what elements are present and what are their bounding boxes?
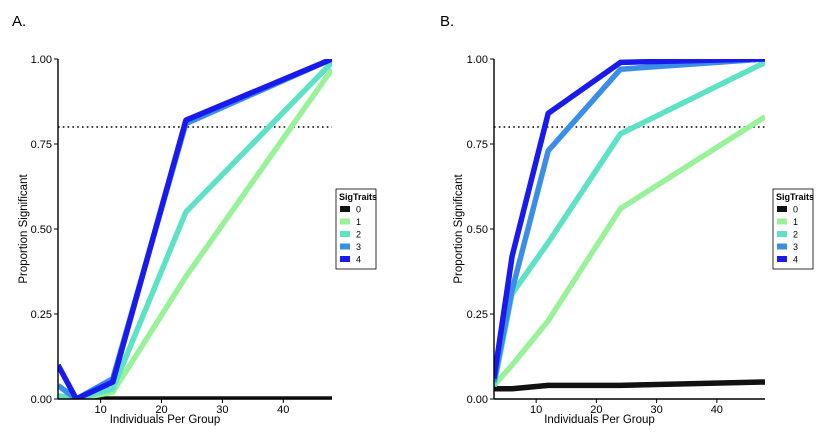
legend-label: 0	[356, 205, 361, 215]
legend-label: 4	[793, 255, 798, 265]
legend-label: 2	[356, 230, 361, 240]
legend-key-2	[777, 231, 787, 237]
series-line-3	[494, 59, 765, 383]
x-tick-label: 30	[650, 404, 662, 416]
legend-key-3	[777, 243, 787, 250]
legend-key-4	[340, 256, 350, 262]
legend-label: 1	[793, 217, 798, 227]
y-tick-label: 0.25	[467, 309, 488, 321]
legend-key-4	[777, 256, 787, 262]
series-line-4	[58, 59, 332, 399]
x-tick-label: 10	[530, 404, 542, 416]
legend: SigTraits 0 1 2 3 4	[335, 188, 377, 270]
y-tick-label: 1.00	[467, 54, 488, 66]
x-axis-title: Individuals Per Group	[544, 414, 655, 426]
legend-label: 3	[356, 242, 361, 252]
legend-key-0	[340, 206, 350, 212]
y-tick-label: 0.00	[31, 394, 52, 406]
legend-label: 0	[793, 205, 798, 215]
y-tick-label: 0.75	[467, 139, 488, 151]
legend-key-1	[340, 218, 350, 225]
series-line-4	[494, 59, 765, 380]
legend: SigTraits 0 1 2 3 4	[772, 188, 814, 270]
x-tick-label: 30	[216, 404, 228, 416]
legend-key-0	[777, 206, 787, 212]
series-line-0	[494, 379, 765, 392]
legend-box	[335, 188, 377, 270]
series-line-3	[58, 59, 332, 399]
y-tick-label: 1.00	[31, 54, 52, 66]
series-line-1	[58, 67, 332, 399]
legend-key-1	[777, 218, 787, 225]
legend-label: 2	[793, 230, 798, 240]
panel-label: B.	[440, 13, 454, 30]
legend-key-2	[340, 231, 350, 237]
y-axis-title: Proportion Significant	[18, 174, 30, 284]
series-group	[58, 59, 332, 399]
legend-label: 3	[793, 242, 798, 252]
legend-title: SigTraits	[339, 192, 377, 202]
y-tick-label: 0.00	[467, 394, 488, 406]
y-tick-label: 0.25	[31, 309, 52, 321]
x-tick-label: 10	[94, 404, 106, 416]
series-line-2	[58, 60, 332, 399]
y-tick-label: 0.50	[467, 224, 488, 236]
x-axis-title: Individuals Per Group	[110, 414, 221, 426]
legend-key-3	[340, 243, 350, 250]
series-line-1	[494, 114, 765, 388]
panel-label: A.	[12, 13, 26, 30]
y-tick-label: 0.75	[31, 139, 52, 151]
x-tick-label: 20	[155, 404, 167, 416]
y-tick-label: 0.50	[31, 224, 52, 236]
series-group	[494, 59, 765, 392]
x-tick-label: 40	[277, 404, 289, 416]
legend-label: 1	[356, 217, 361, 227]
x-tick-label: 40	[711, 404, 723, 416]
x-tick-label: 20	[590, 404, 602, 416]
legend-box	[772, 188, 814, 270]
legend-title: SigTraits	[776, 192, 814, 202]
legend-label: 4	[356, 255, 361, 265]
y-axis-title: Proportion Significant	[453, 174, 465, 284]
